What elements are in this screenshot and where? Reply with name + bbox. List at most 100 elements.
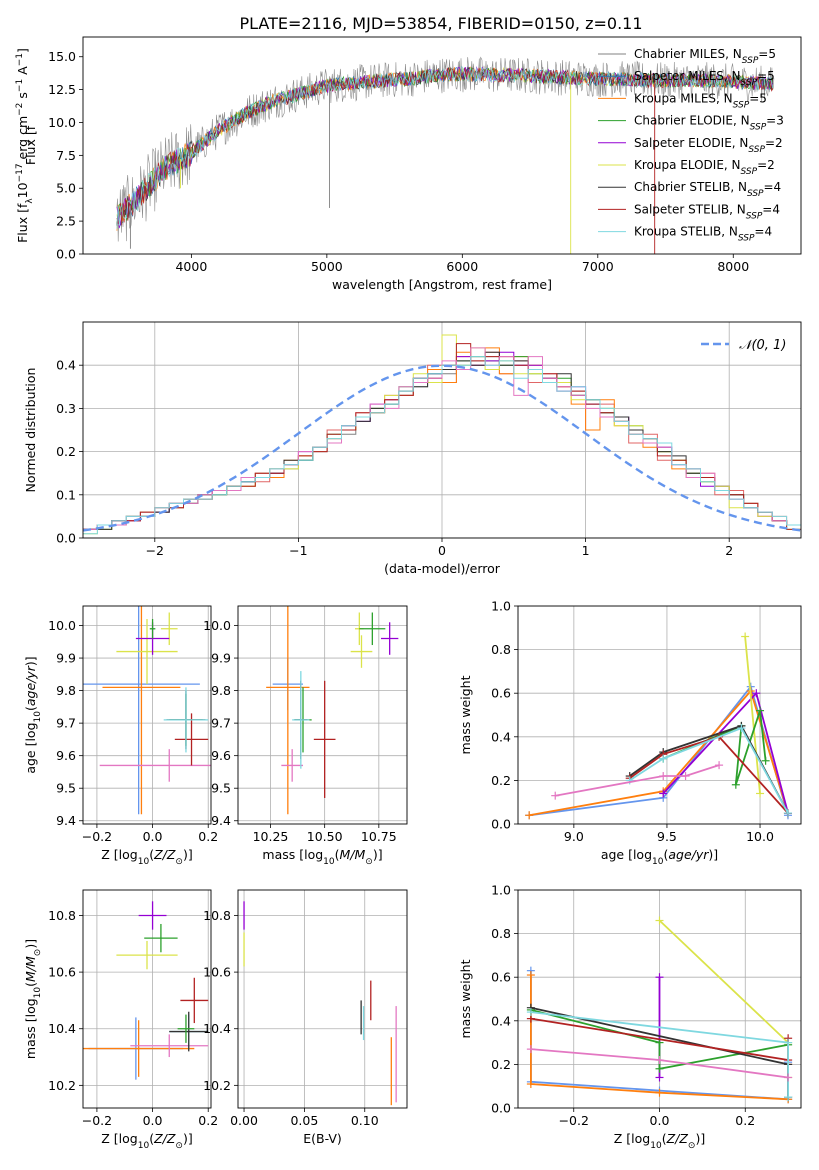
weight-marker bbox=[741, 632, 750, 641]
panel-mass-vs-ebv: 0.00 0.05 0.10 10.2 10.4 10.6 10.8 E(B-V) bbox=[203, 889, 408, 1146]
label-part: 10 bbox=[138, 857, 150, 867]
label-part: )] bbox=[183, 1131, 193, 1146]
legend-label: Kroupa ELODIE, NSSP=2 bbox=[634, 158, 775, 177]
y-tick-label: 0.2 bbox=[491, 773, 511, 788]
grid bbox=[238, 890, 407, 1108]
weight-marker bbox=[761, 756, 770, 765]
y-tick-label: 0.0 bbox=[491, 1101, 511, 1116]
label-part: mass [log bbox=[262, 847, 323, 862]
error-point-6 bbox=[177, 1014, 195, 1043]
error-point-10 bbox=[359, 612, 386, 646]
weight-marker bbox=[784, 1073, 793, 1082]
label-part: ⊙ bbox=[33, 949, 43, 957]
plot-area bbox=[116, 56, 775, 254]
y-tick-label: 0.0 bbox=[56, 247, 76, 262]
x-tick-label: 9.0 bbox=[564, 829, 584, 844]
panel-weight-vs-age: 9.0 9.5 10.0 0.0 0.2 0.4 0.6 0.8 1.0 age [log10(a… bbox=[458, 599, 802, 867]
y-tick-label: 9.4 bbox=[211, 813, 231, 828]
x-axis-label: E(B-V) bbox=[303, 1131, 342, 1146]
panel-residuals: −2 −1 0 1 2 0.0 0.1 0.2 0.3 0.4 (data-model)/error… bbox=[23, 321, 802, 576]
weight-marker bbox=[715, 761, 724, 770]
weight-marker bbox=[526, 1008, 535, 1017]
label-part: )] bbox=[183, 847, 193, 862]
weight-marker bbox=[784, 1038, 793, 1047]
label-part: )] bbox=[695, 1131, 705, 1146]
label-part: )] bbox=[373, 847, 383, 862]
error-point-11 bbox=[381, 622, 399, 655]
figure-title: PLATE=2116, MJD=53854, FIBERID=0150, z=0… bbox=[239, 14, 642, 33]
label-part: age [log bbox=[23, 722, 38, 773]
label-part: Z [log bbox=[614, 1131, 650, 1146]
label-part: 10 bbox=[33, 711, 43, 723]
label-part: erg cm bbox=[15, 116, 30, 164]
x-axis-label: mass [log10(M/M⊙)] bbox=[262, 847, 382, 867]
error-point-7 bbox=[292, 671, 310, 769]
y-tick-label: 10.8 bbox=[203, 908, 231, 923]
y-tick-label: 0.4 bbox=[491, 1013, 511, 1028]
weight-marker bbox=[526, 971, 535, 980]
axes-frame bbox=[82, 36, 802, 255]
weight-marker bbox=[737, 724, 746, 733]
weight-marker bbox=[655, 916, 664, 925]
axes-frame bbox=[517, 889, 802, 1109]
error-point-1 bbox=[83, 606, 200, 815]
plot-area bbox=[83, 890, 211, 1108]
label-part: ( bbox=[662, 1131, 667, 1146]
panel-age-vs-z: −0.2 0.0 0.29.49.59.69.79.89.910.0Z [log10… bbox=[23, 605, 218, 867]
y-tick-label: 10.4 bbox=[48, 1021, 76, 1036]
x-tick-label: 0 bbox=[438, 543, 446, 558]
label-part: Chabrier MILES, N bbox=[634, 47, 742, 61]
weight-line-2 bbox=[529, 689, 789, 817]
x-tick-label: 0.00 bbox=[230, 1113, 258, 1128]
x-tick-label: 0.0 bbox=[143, 1113, 163, 1128]
error-point-6 bbox=[313, 680, 336, 798]
label-part: ⊙ bbox=[365, 857, 373, 867]
axes-frame bbox=[517, 605, 802, 825]
y-axis-label: age [log10(age/yr)] bbox=[23, 656, 43, 773]
weight-marker bbox=[551, 791, 560, 800]
plot-area bbox=[518, 890, 801, 1108]
label-part: ⊙ bbox=[175, 857, 183, 867]
label-part: mass [log bbox=[23, 998, 38, 1059]
legend-label: Salpeter MILES, NSSP=5 bbox=[634, 69, 775, 88]
x-tick-label: −1 bbox=[289, 543, 307, 558]
label-part: ⊙ bbox=[688, 1141, 696, 1151]
error-point-2 bbox=[102, 606, 181, 815]
label-part: ] bbox=[15, 48, 30, 53]
x-tick-label: 5000 bbox=[311, 259, 343, 274]
y-tick-label: 15.0 bbox=[48, 49, 76, 64]
weight-marker bbox=[526, 1080, 535, 1089]
label-part: ( bbox=[149, 1131, 154, 1146]
x-tick-label: −0.2 bbox=[82, 1113, 112, 1128]
legend-label: 𝒩(0, 1) bbox=[739, 338, 786, 353]
y-tick-label: 9.7 bbox=[211, 716, 231, 731]
label-part: =3 bbox=[766, 114, 784, 128]
legend-label: Kroupa STELIB, NSSP=4 bbox=[634, 225, 772, 244]
x-tick-label: 6000 bbox=[446, 259, 478, 274]
label-part: Salpeter STELIB, N bbox=[634, 202, 746, 216]
error-point-9 bbox=[160, 612, 178, 646]
spectrum-line-9 bbox=[116, 65, 774, 229]
label-part: SSP bbox=[748, 145, 765, 155]
x-tick-label: 10.25 bbox=[253, 829, 289, 844]
error-point-8 bbox=[116, 940, 178, 970]
y-tick-label: 5.0 bbox=[56, 181, 76, 196]
weight-marker bbox=[655, 1073, 664, 1082]
y-tick-label: 9.7 bbox=[56, 716, 76, 731]
label-part: ( bbox=[335, 847, 340, 862]
label-part: −17 bbox=[15, 163, 25, 182]
label-part: =4 bbox=[762, 202, 780, 216]
histogram-10 bbox=[83, 356, 801, 535]
label-part: SSP bbox=[750, 123, 767, 133]
legend-label: Kroupa MILES, NSSP=5 bbox=[634, 91, 767, 110]
label-part: =2 bbox=[765, 136, 783, 150]
weight-marker bbox=[783, 809, 792, 818]
label-part: Z/Z bbox=[153, 1131, 176, 1146]
weight-marker bbox=[655, 1088, 664, 1097]
label-part: Z [log bbox=[101, 1131, 137, 1146]
label-part: 10 bbox=[652, 857, 664, 867]
plot-area bbox=[238, 890, 407, 1108]
weight-marker bbox=[756, 706, 765, 715]
plot-area bbox=[83, 606, 211, 824]
error-point-7 bbox=[163, 687, 209, 753]
